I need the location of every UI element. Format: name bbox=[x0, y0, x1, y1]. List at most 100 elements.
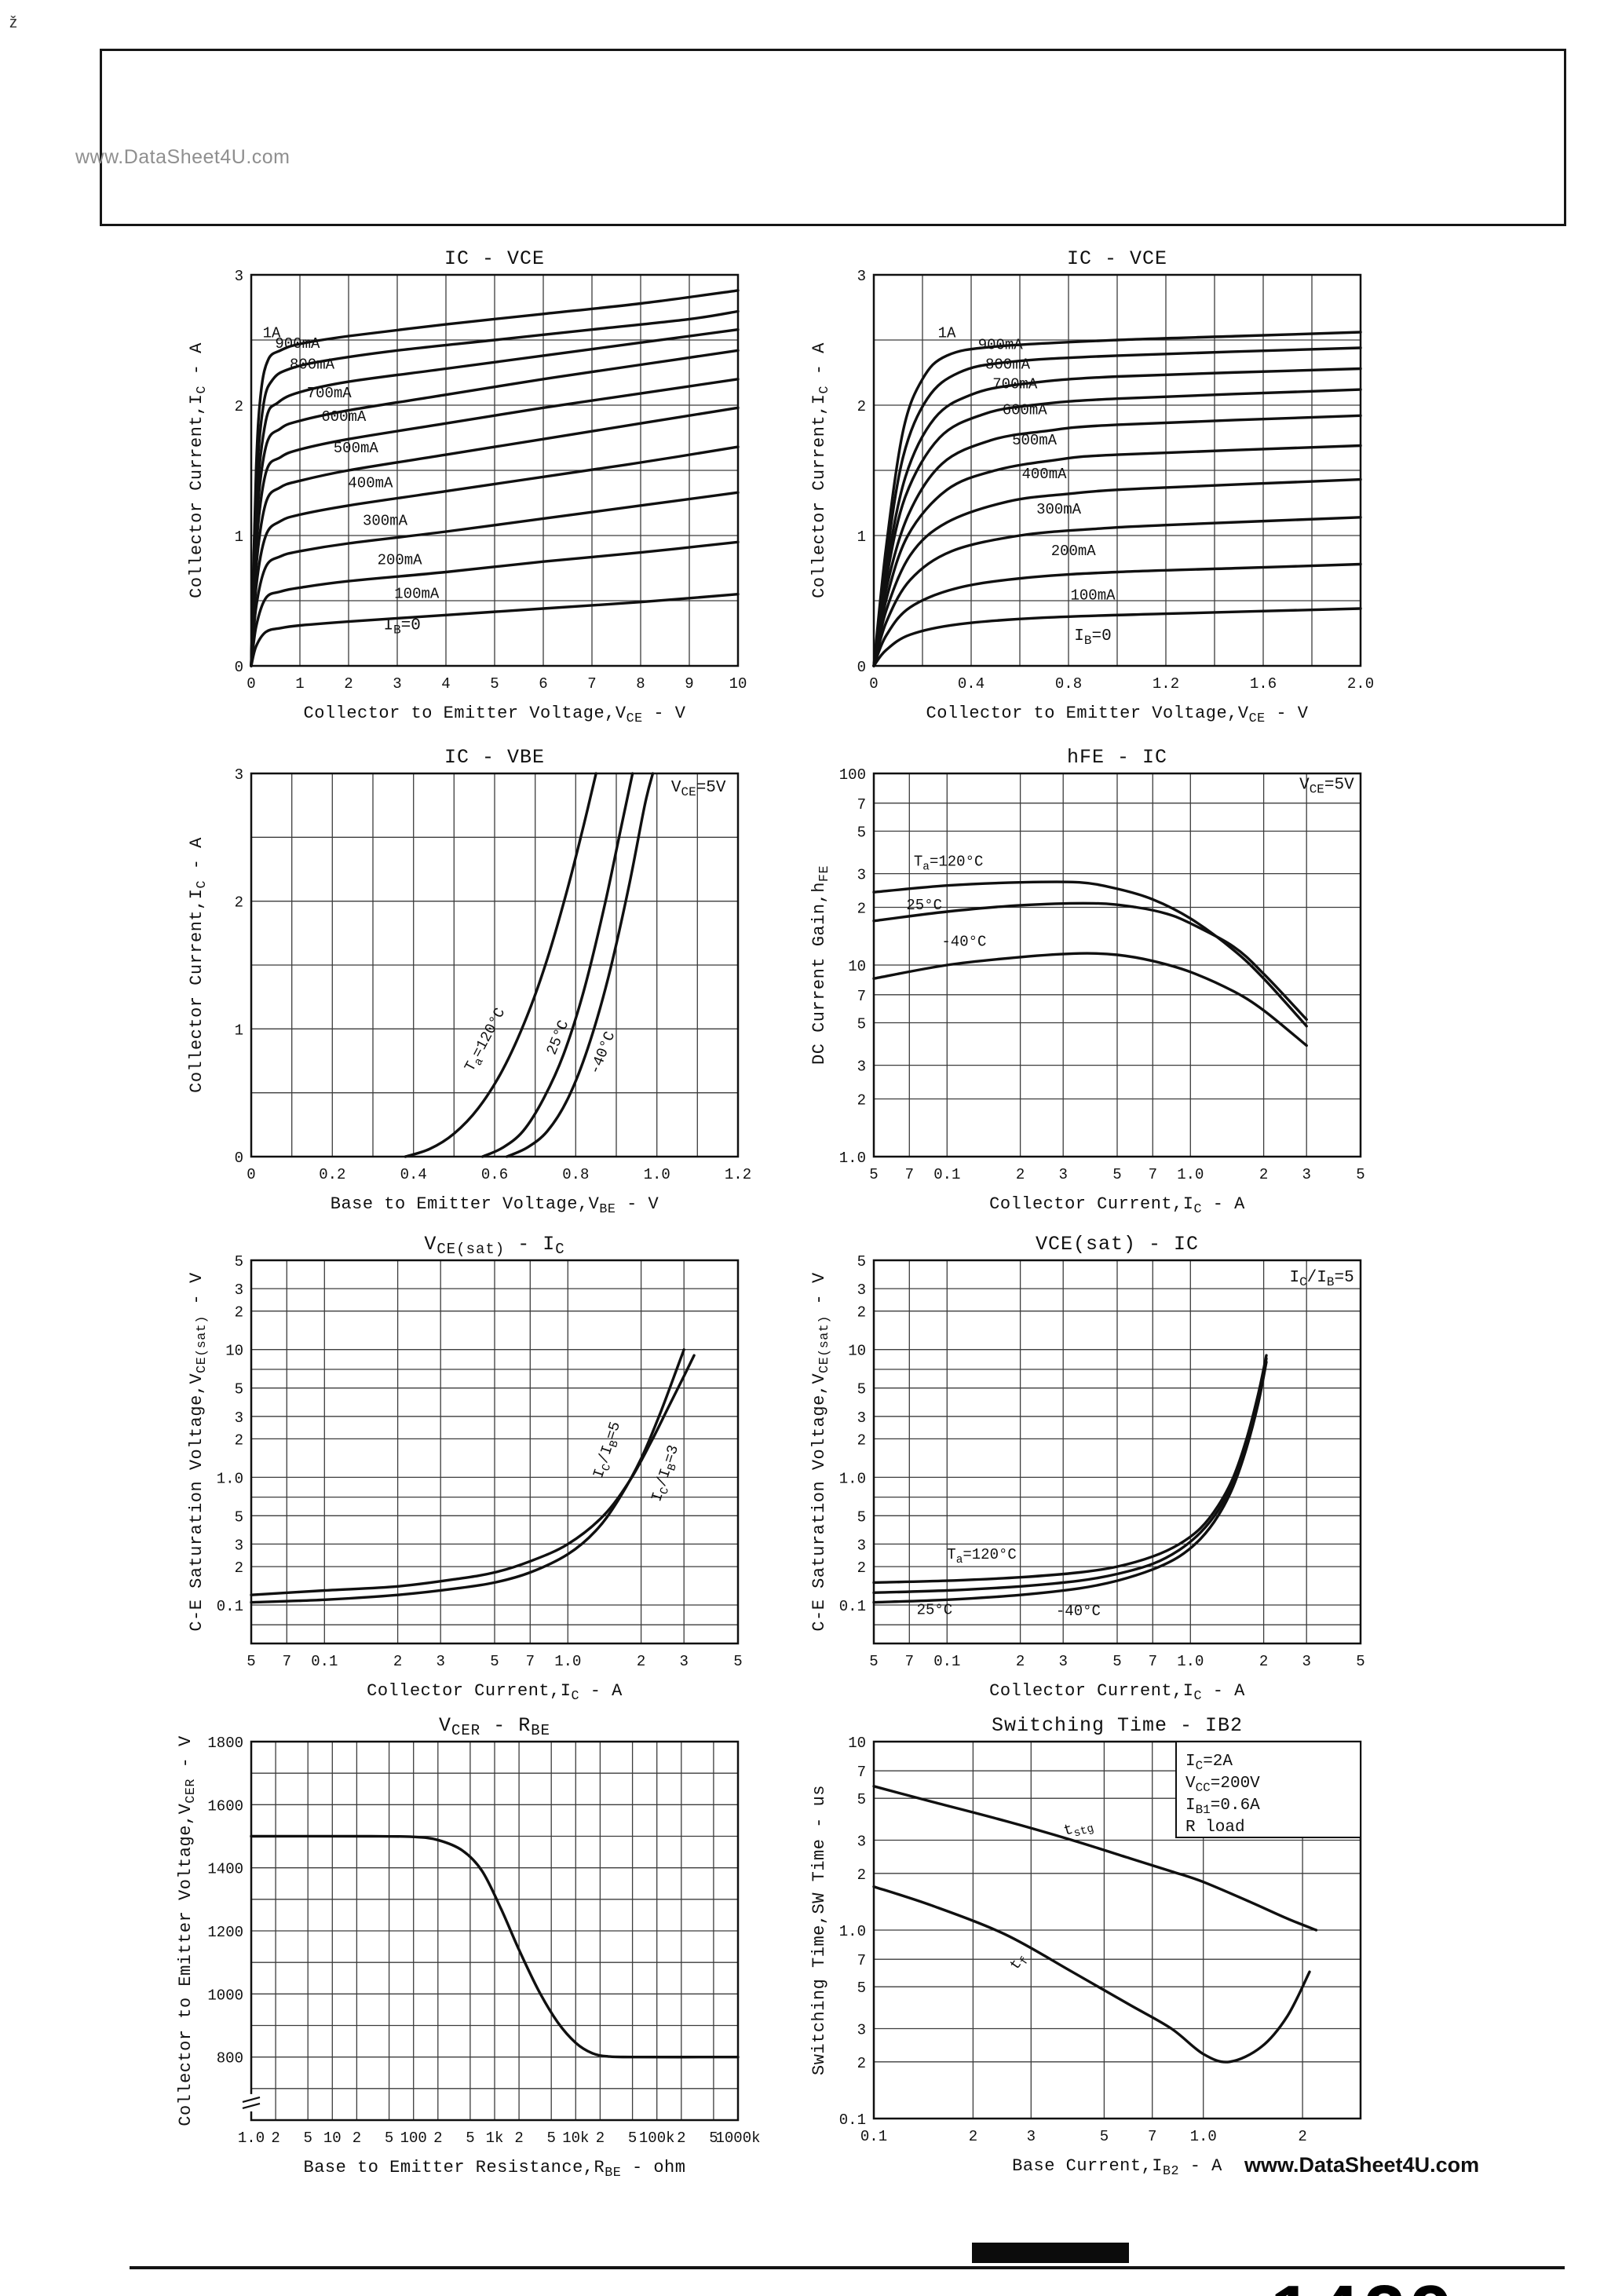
svg-text:2: 2 bbox=[857, 1559, 866, 1577]
ic-vce-narrow-curve-500mA bbox=[872, 444, 1362, 667]
svg-text:VCE=5V: VCE=5V bbox=[1299, 777, 1354, 797]
svg-text:3: 3 bbox=[857, 268, 866, 285]
svg-text:2: 2 bbox=[857, 1304, 866, 1322]
svg-text:tf: tf bbox=[1006, 1951, 1032, 1975]
svg-text:IC - VCE: IC - VCE bbox=[444, 247, 545, 270]
svg-text:Collector Current,IC - A: Collector Current,IC - A bbox=[989, 1681, 1245, 1704]
svg-text:VCC=200V: VCC=200V bbox=[1185, 1775, 1260, 1795]
footer-rule bbox=[130, 2266, 1565, 2269]
svg-text:1.0: 1.0 bbox=[217, 1470, 243, 1487]
svg-text:0.8: 0.8 bbox=[1055, 675, 1082, 693]
ic-vce-wide-curve-800mA bbox=[250, 328, 740, 667]
svg-text:7: 7 bbox=[857, 988, 866, 1005]
svg-text:25°C: 25°C bbox=[906, 897, 942, 914]
vce-sat-ic-right-curve-Ta=120C bbox=[872, 1354, 1268, 1585]
svg-text:1400: 1400 bbox=[207, 1861, 243, 1878]
svg-text:2: 2 bbox=[857, 1866, 866, 1884]
ic-vce-wide-curve-100mA bbox=[250, 593, 740, 667]
svg-text:2: 2 bbox=[235, 1304, 243, 1322]
svg-text:C-E Saturation Voltage,VCE(sat: C-E Saturation Voltage,VCE(sat) - V bbox=[187, 1272, 210, 1632]
svg-text:900mA: 900mA bbox=[978, 337, 1024, 354]
svg-text:5: 5 bbox=[235, 1508, 243, 1526]
header-box bbox=[100, 49, 1566, 226]
svg-text:1.0: 1.0 bbox=[1177, 1653, 1204, 1670]
svg-text:IB1=0.6A: IB1=0.6A bbox=[1185, 1797, 1260, 1817]
vcer-rbe-curve-VCER bbox=[250, 1834, 740, 2059]
svg-text:0.6: 0.6 bbox=[481, 1166, 508, 1183]
svg-text:3: 3 bbox=[393, 675, 401, 693]
svg-text:3: 3 bbox=[1027, 2128, 1036, 2145]
watermark-top: www.DataSheet4U.com bbox=[75, 146, 290, 168]
ic-vce-narrow-curve-200mA bbox=[872, 562, 1362, 667]
svg-text:5: 5 bbox=[857, 1508, 866, 1526]
ic-vce-wide-curve-1A bbox=[250, 289, 740, 667]
svg-text:2: 2 bbox=[235, 894, 243, 912]
svg-text:2: 2 bbox=[596, 2130, 605, 2147]
svg-text:IB=0: IB=0 bbox=[383, 617, 420, 638]
svg-text:700mA: 700mA bbox=[307, 385, 353, 402]
svg-text:Collector Current,IC - A: Collector Current,IC - A bbox=[809, 342, 832, 598]
svg-text:Base to Emitter Resistance,RBE: Base to Emitter Resistance,RBE - ohm bbox=[304, 2158, 686, 2181]
svg-text:400mA: 400mA bbox=[348, 475, 393, 492]
svg-text:2: 2 bbox=[857, 901, 866, 918]
corner-speck-mark: ž bbox=[9, 14, 17, 31]
svg-text:0: 0 bbox=[869, 675, 878, 693]
svg-text:3: 3 bbox=[857, 867, 866, 884]
svg-text:0.8: 0.8 bbox=[562, 1166, 589, 1183]
svg-text:1.6: 1.6 bbox=[1250, 675, 1277, 693]
svg-text:1.2: 1.2 bbox=[1153, 675, 1179, 693]
svg-text:2: 2 bbox=[857, 398, 866, 415]
svg-text:2: 2 bbox=[857, 1092, 866, 1110]
svg-text:5: 5 bbox=[546, 2130, 555, 2147]
svg-text:7: 7 bbox=[857, 1952, 866, 1969]
svg-text:1: 1 bbox=[235, 1022, 243, 1039]
svg-text:5: 5 bbox=[385, 2130, 393, 2147]
svg-text:2: 2 bbox=[393, 1653, 402, 1670]
svg-text:2: 2 bbox=[969, 2128, 977, 2145]
ic-vce-wide-curve-200mA bbox=[250, 540, 740, 667]
svg-text:Collector Current,IC - A: Collector Current,IC - A bbox=[187, 342, 210, 598]
ic-vbe-curve-Ta=120C bbox=[404, 772, 597, 1158]
svg-text:0.1: 0.1 bbox=[839, 1598, 866, 1615]
svg-text:Ta=120°C: Ta=120°C bbox=[914, 854, 984, 874]
svg-text:IC - VCE: IC - VCE bbox=[1067, 247, 1167, 270]
svg-text:2: 2 bbox=[677, 2130, 685, 2147]
ic-vce-narrow-curve-800mA bbox=[872, 367, 1362, 667]
svg-text:IB=0: IB=0 bbox=[1074, 627, 1111, 648]
svg-text:8: 8 bbox=[636, 675, 645, 693]
svg-text:3: 3 bbox=[1302, 1653, 1310, 1670]
svg-text:0: 0 bbox=[247, 675, 255, 693]
svg-text:1.0: 1.0 bbox=[554, 1653, 581, 1670]
svg-text:7: 7 bbox=[857, 796, 866, 813]
svg-text:VCE(sat) - IC: VCE(sat) - IC bbox=[424, 1233, 564, 1258]
ic-vbe-curve-25C bbox=[480, 772, 634, 1158]
svg-text:5: 5 bbox=[1356, 1653, 1364, 1670]
svg-text:Collector Current,IC - A: Collector Current,IC - A bbox=[367, 1681, 623, 1704]
svg-text:1.2: 1.2 bbox=[725, 1166, 751, 1183]
svg-text:7: 7 bbox=[526, 1653, 535, 1670]
svg-text:100: 100 bbox=[839, 766, 866, 784]
svg-text:1.0: 1.0 bbox=[1177, 1166, 1204, 1183]
svg-text:2: 2 bbox=[1016, 1653, 1025, 1670]
svg-text:10k: 10k bbox=[562, 2130, 589, 2147]
svg-text:5: 5 bbox=[857, 824, 866, 842]
ic-vce-narrow: 0 0.4 0.8 1.2 1.6 2.0 0 1 2 3 Collector to Emitter… bbox=[809, 247, 1374, 726]
svg-text:Switching Time - IB2: Switching Time - IB2 bbox=[992, 1714, 1243, 1737]
svg-text:5: 5 bbox=[1112, 1653, 1121, 1670]
ic-vce-narrow-curve-700mA bbox=[872, 388, 1362, 667]
svg-text:3: 3 bbox=[436, 1653, 444, 1670]
svg-text:3: 3 bbox=[235, 766, 243, 784]
svg-text:0.4: 0.4 bbox=[958, 675, 985, 693]
svg-text:hFE - IC: hFE - IC bbox=[1067, 746, 1167, 769]
svg-text:1.0: 1.0 bbox=[644, 1166, 670, 1183]
svg-text:1A: 1A bbox=[263, 325, 281, 342]
svg-text:0: 0 bbox=[247, 1166, 255, 1183]
svg-text:800mA: 800mA bbox=[985, 356, 1031, 374]
svg-text:0.4: 0.4 bbox=[400, 1166, 427, 1183]
svg-text:300mA: 300mA bbox=[1036, 501, 1082, 518]
svg-text:5: 5 bbox=[247, 1653, 255, 1670]
svg-text:2: 2 bbox=[857, 1431, 866, 1449]
svg-text:100k: 100k bbox=[639, 2130, 675, 2147]
svg-text:2: 2 bbox=[235, 1431, 243, 1449]
svg-text:0.1: 0.1 bbox=[860, 2128, 887, 2145]
